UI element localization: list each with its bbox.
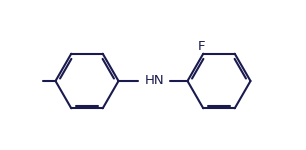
Text: F: F: [198, 40, 206, 53]
Text: HN: HN: [145, 74, 164, 87]
